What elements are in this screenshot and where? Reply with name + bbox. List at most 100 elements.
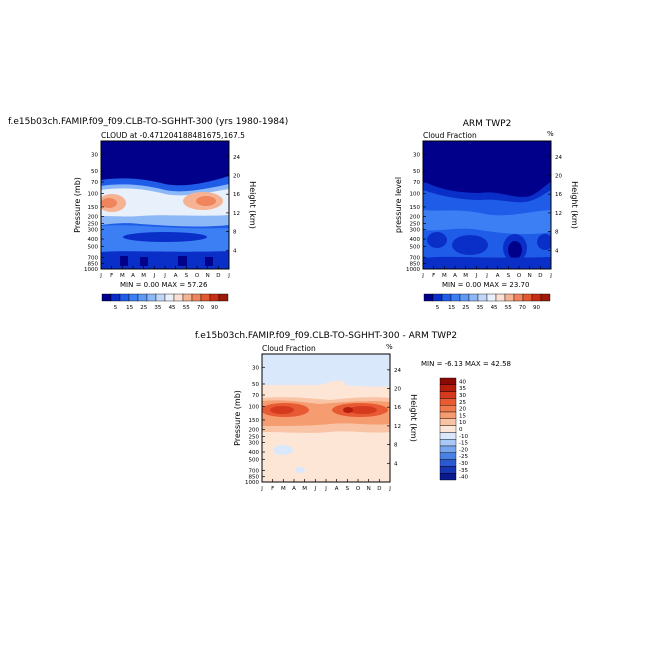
panel-diff-x-tick-label: D (377, 486, 381, 492)
panel-obs-colorbar-box (504, 293, 515, 302)
panel-model-x-tick-label: F (110, 273, 113, 279)
panel-model-pocket-low-3 (178, 256, 187, 266)
panel-model-colorbar-box (200, 293, 211, 302)
panel-obs-pocket-4 (508, 241, 522, 259)
panel-diff-y-right-tick-label: 16 (394, 405, 401, 411)
panel-obs-x-tick-label: D (538, 273, 542, 279)
panel-diff-colorbar-box (439, 459, 457, 467)
panel-model-x-tick-label: M (141, 273, 146, 279)
panel-diff-core-right-inner (349, 406, 377, 414)
panel-model-x-tick-label: A (174, 273, 178, 279)
panel-diff-colorbar-box (439, 391, 457, 399)
panel-diff-x-tick-label: S (346, 486, 350, 492)
panel-obs-x-tick-label: M (463, 273, 468, 279)
panel-diff-colorbar-label: -20 (459, 447, 468, 453)
panel-obs-y-right-tick-label: 8 (555, 230, 559, 236)
panel-obs-colorbar-box (432, 293, 443, 302)
panel-model-stats: MIN = 0.00 MAX = 57.26 (120, 281, 208, 289)
panel-diff-title: f.e15b03ch.FAMIP.f09_f09.CLB-TO-SGHHT-30… (195, 331, 457, 341)
panel-obs-colorbar-box (513, 293, 524, 302)
panel-obs-y-tick-label: 500 (410, 244, 421, 250)
panel-diff-colorbar-box (439, 418, 457, 426)
panel-obs-colorbar-box (423, 293, 434, 302)
panel-diff-corner-label: % (386, 343, 393, 351)
panel-obs-colorbar-box (459, 293, 470, 302)
panel-obs-y-tick-label: 850 (410, 262, 421, 268)
panel-diff-colorbar-label: 35 (459, 386, 466, 392)
panel-diff-y-tick-label: 850 (249, 475, 260, 481)
panel-model-max-left-core (101, 198, 117, 208)
panel-obs-colorbar-label: 90 (533, 305, 540, 311)
panel-model-colorbar: 5 15 25 35 45 55 70 90 (101, 293, 229, 311)
panel-obs-colorbar-label: 55 (505, 305, 512, 311)
panel-model-y-tick-label: 500 (88, 244, 99, 250)
panel-model-colorbar-label: 15 (126, 305, 133, 311)
panel-model-y-tick-label: 50 (91, 169, 98, 175)
panel-diff-y-tick-label: 500 (249, 457, 260, 463)
panel-model-max-right-core (196, 196, 216, 206)
panel-model-title: f.e15b03ch.FAMIP.f09_f09.CLB-TO-SGHHT-30… (8, 117, 288, 127)
panel-diff: f.e15b03ch.FAMIP.f09_f09.CLB-TO-SGHHT-30… (195, 331, 511, 492)
panel-diff-y-tick-label: 250 (249, 435, 260, 441)
panel-model-colorbar-box (119, 293, 130, 302)
panel-diff-y-tick-label: 70 (252, 393, 259, 399)
panel-model-x-tick-label: J (99, 273, 102, 279)
panel-diff-x-tick-label: A (292, 486, 296, 492)
panel-model-y-tick-label: 300 (88, 228, 99, 234)
panel-obs: ARM TWP2 Cloud Fraction % pressure level… (394, 119, 579, 311)
panel-diff-y-ticks-right: 24 20 16 12 8 4 (387, 368, 401, 467)
panel-diff-y-tick-label: 50 (252, 382, 259, 388)
panel-diff-ylabel: Pressure (mb) (233, 390, 242, 446)
panel-model-y-right-tick-label: 20 (233, 174, 240, 180)
panel-diff-colorbar-box (439, 377, 457, 386)
panel-diff-x-tick-label: J (260, 486, 263, 492)
panel-diff-y-tick-label: 30 (252, 365, 259, 371)
panel-diff-colorbar-box (439, 425, 457, 433)
panel-model-pocket-low-4 (205, 257, 213, 266)
panel-model: f.e15b03ch.FAMIP.f09_f09.CLB-TO-SGHHT-30… (8, 117, 288, 311)
panel-obs-y-right-tick-label: 16 (555, 192, 562, 198)
panel-diff-stats: MIN = -6.13 MAX = 42.58 (421, 360, 511, 368)
panel-model-x-tick-label: M (120, 273, 125, 279)
panel-model-y-tick-label: 100 (88, 192, 99, 198)
panel-diff-neg-pocket-2 (295, 467, 305, 473)
panel-diff-colorbar-label: 0 (459, 427, 463, 433)
panel-obs-y-tick-label: 100 (410, 192, 421, 198)
panel-diff-y-tick-label: 100 (249, 405, 260, 411)
panel-obs-colorbar-label: 35 (476, 305, 483, 311)
panel-model-colorbar-box (128, 293, 139, 302)
panel-obs-y-right-tick-label: 4 (555, 248, 559, 254)
panel-model-colorbar-label: 45 (169, 305, 176, 311)
panel-model-y-tick-label: 200 (88, 214, 99, 220)
panel-obs-x-tick-label: N (528, 273, 532, 279)
panel-model-y-right-tick-label: 16 (233, 192, 240, 198)
panel-diff-subtitle: Cloud Fraction (262, 344, 316, 353)
panel-obs-stats: MIN = 0.00 MAX = 23.70 (442, 281, 529, 289)
panel-diff-y-tick-label: 150 (249, 418, 260, 424)
panel-model-y-tick-label: 70 (91, 180, 98, 186)
panel-model-band-low (101, 251, 229, 269)
panel-model-y-tick-label: 1000 (84, 267, 98, 273)
panel-obs-colorbar-label: 45 (491, 305, 498, 311)
panel-model-colorbar-box (146, 293, 157, 302)
panel-diff-colorbar-label: 40 (459, 379, 466, 385)
panel-diff-colorbar-box (439, 445, 457, 454)
panel-diff-colorbar-label: -40 (459, 475, 468, 481)
panel-model-y-ticks-right: 24 20 16 12 8 4 (226, 155, 240, 254)
panel-model-plot-area (101, 141, 229, 269)
panel-model-colorbar-box (173, 293, 184, 302)
panel-diff-colorbar-label: 25 (459, 400, 466, 406)
panel-diff-colorbar-label: 10 (459, 420, 466, 426)
panel-model-colorbar-label: 70 (197, 305, 204, 311)
panel-diff-colorbar-label: 30 (459, 393, 466, 399)
panel-model-x-tick-label: D (216, 273, 220, 279)
panel-diff-core-left-inner (270, 406, 294, 414)
panel-diff-y-tick-label: 400 (249, 450, 260, 456)
